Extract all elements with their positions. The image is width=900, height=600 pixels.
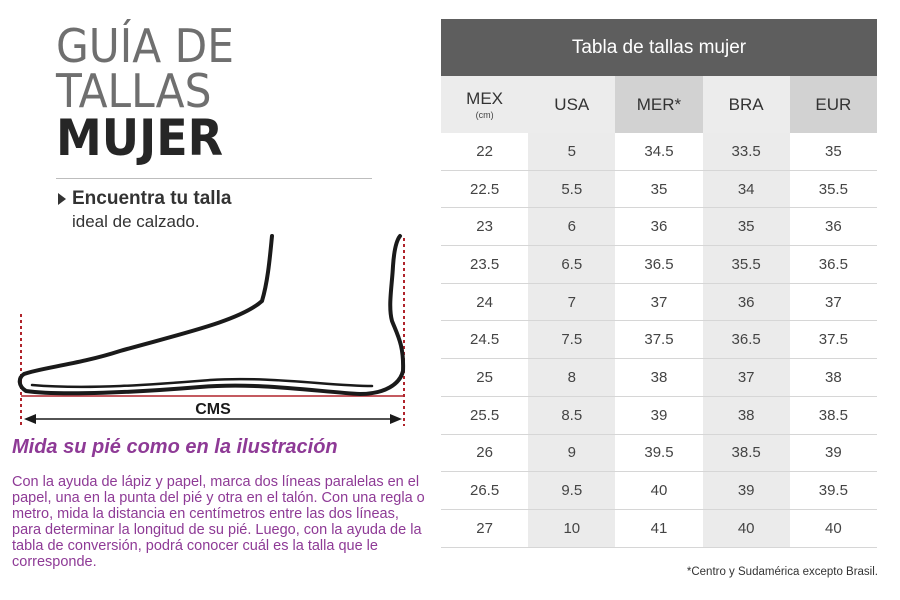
table-cell: 37 [702, 359, 790, 396]
table-cell: 33.5 [702, 133, 790, 170]
table-cell: 40 [650, 482, 668, 500]
foot-measurement-illustration: CMS [17, 234, 406, 426]
table-cell: 36.5 [644, 255, 674, 273]
table-row: 25.5 8.5 39 38 38.5 [441, 396, 877, 435]
table-cell: 5 [528, 133, 616, 170]
table-cell: 36 [702, 283, 790, 321]
table-row: 27 10 41 40 40 [441, 509, 877, 548]
find-line-1: Encuentra tu talla [72, 188, 232, 209]
table-cell: 25.5 [469, 406, 500, 424]
table-cell: 40 [825, 519, 842, 537]
table-cell: 40 [702, 509, 790, 547]
table-cell: 37 [650, 293, 668, 311]
size-table-title: Tabla de tallas mujer [441, 19, 877, 76]
triangle-right-icon [58, 193, 66, 205]
table-cell: 8.5 [528, 396, 616, 434]
table-cell: 37.5 [644, 331, 674, 349]
table-row: 23.5 6.5 36.5 35.5 36.5 [441, 246, 877, 284]
size-guide-panel: GUÍA DE TALLAS MUJER Encuentra tu talla … [0, 0, 440, 600]
column-header-label: BRA [728, 94, 764, 114]
table-cell: 41 [650, 519, 668, 537]
column-header-usa: USA [528, 76, 616, 133]
column-header-unit: (cm) [475, 110, 494, 120]
column-header-label: EUR [815, 94, 852, 114]
table-cell: 39.5 [644, 444, 674, 462]
table-row: 26.5 9.5 40 39 39.5 [441, 472, 877, 510]
find-line-2: ideal de calzado. [72, 212, 200, 231]
table-cell: 38.5 [702, 434, 790, 472]
table-row: 24.5 7.5 37.5 36.5 37.5 [441, 321, 877, 360]
table-cell: 34 [702, 170, 790, 208]
column-header-mer: MER* [615, 76, 703, 133]
table-cell: 5.5 [528, 170, 616, 208]
footnote: *Centro y Sudamérica excepto Brasil. [686, 566, 878, 578]
table-cell: 36.5 [818, 255, 848, 273]
table-cell: 23 [476, 218, 493, 236]
column-header-label: MER* [636, 94, 682, 114]
table-cell: 36.5 [702, 321, 790, 359]
table-cell: 36 [650, 218, 668, 236]
sole-line [30, 377, 374, 389]
column-header-label: USA [554, 94, 590, 114]
title-line-1: GUÍA DE [56, 19, 234, 73]
table-cell: 22 [476, 142, 493, 160]
table-cell: 35 [702, 208, 790, 246]
size-table-body: 22 5 34.5 33.5 35 22.5 5.5 35 34 35.5 23 6 36 35 36 23.… [441, 133, 877, 548]
table-cell: 9 [528, 434, 616, 472]
table-cell: 25 [476, 368, 493, 386]
measure-subtitle: Mida su pié como en la ilustración [12, 436, 338, 458]
size-table: Tabla de tallas mujer MEX (cm) USA MER* … [441, 19, 877, 548]
table-cell: 37 [825, 293, 842, 311]
table-cell: 8 [528, 359, 616, 396]
table-cell: 26.5 [469, 482, 500, 500]
table-cell: 39.5 [818, 482, 848, 500]
table-row: 22 5 34.5 33.5 35 [441, 133, 877, 171]
table-cell: 24.5 [469, 331, 500, 349]
table-cell: 39 [650, 406, 668, 424]
table-cell: 35 [650, 180, 668, 198]
arrow-right-icon [390, 414, 402, 424]
table-cell: 35.5 [702, 246, 790, 283]
table-cell: 37.5 [818, 331, 848, 349]
table-cell: 38 [825, 368, 842, 386]
cms-label: CMS [195, 401, 231, 418]
column-header-bra: BRA [702, 76, 790, 133]
table-cell: 27 [476, 519, 493, 537]
foot-outline [17, 234, 406, 396]
table-cell: 10 [528, 509, 616, 547]
table-cell: 38.5 [818, 406, 848, 424]
table-cell: 34.5 [644, 142, 674, 160]
table-cell: 35 [825, 142, 842, 160]
table-cell: 9.5 [528, 472, 616, 509]
column-header-label: MEX [466, 89, 504, 108]
table-cell: 6 [528, 208, 616, 246]
table-cell: 22.5 [469, 180, 500, 198]
table-cell: 7.5 [528, 321, 616, 359]
table-cell: 6.5 [528, 246, 616, 283]
table-row: 24 7 37 36 37 [441, 283, 877, 322]
table-cell: 38 [650, 368, 668, 386]
table-row: 22.5 5.5 35 34 35.5 [441, 170, 877, 209]
table-cell: 24 [476, 293, 493, 311]
arrow-left-icon [24, 414, 36, 424]
title-line-2: TALLAS [56, 64, 212, 119]
table-row: 25 8 38 37 38 [441, 359, 877, 397]
page-title: GUÍA DE TALLAS MUJER [56, 19, 249, 168]
title-divider [56, 178, 372, 179]
table-cell: 35.5 [818, 180, 848, 198]
column-header-eur: EUR [789, 76, 877, 133]
table-cell: 39 [702, 472, 790, 509]
table-cell: 7 [528, 283, 616, 321]
measure-instructions: Con la ayuda de lápiz y papel, marca dos… [12, 474, 425, 570]
table-cell: 23.5 [469, 255, 500, 273]
table-cell: 38 [702, 396, 790, 434]
size-table-column-headers: MEX (cm) USA MER* BRA EUR [441, 76, 877, 133]
table-cell: 39 [825, 444, 842, 462]
table-cell: 36 [825, 218, 842, 236]
column-header-mex: MEX (cm) [441, 76, 529, 133]
table-row: 26 9 39.5 38.5 39 [441, 434, 877, 473]
table-row: 23 6 36 35 36 [441, 208, 877, 247]
title-line-3: MUJER [56, 109, 224, 168]
table-cell: 26 [476, 444, 493, 462]
